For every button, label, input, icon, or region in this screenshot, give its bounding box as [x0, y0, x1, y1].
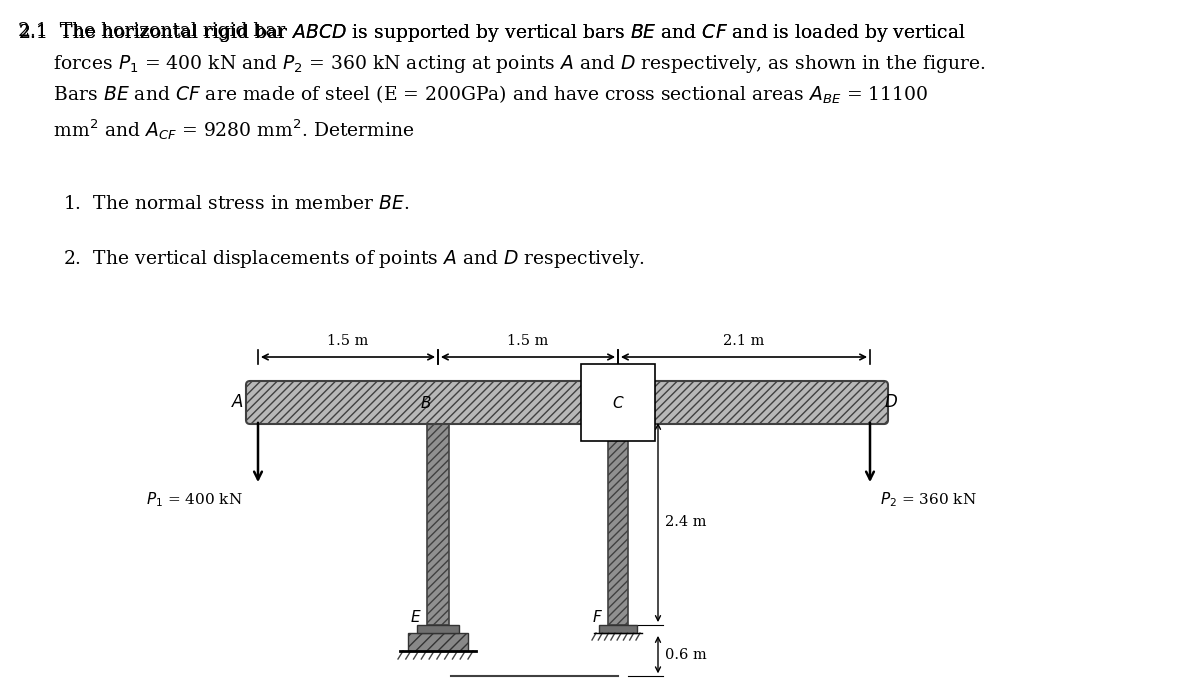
Text: 0.6 m: 0.6 m	[665, 648, 706, 661]
Text: $F$: $F$	[592, 609, 603, 625]
Text: 1.5 m: 1.5 m	[508, 334, 548, 348]
Bar	[408, 633, 468, 651]
Text: 2.4 m: 2.4 m	[665, 515, 706, 530]
Text: 1.  The normal stress in member $\mathit{BE}$.: 1. The normal stress in member $\mathit{…	[63, 195, 410, 213]
FancyBboxPatch shape	[246, 381, 888, 424]
Text: 2.1  The horizontal rigid bar $\mathit{ABCD}$ is supported by vertical bars $\ma: 2.1 The horizontal rigid bar $\mathit{AB…	[18, 22, 965, 44]
Bar	[427, 420, 449, 625]
Bar	[608, 420, 628, 625]
Text: $C$: $C$	[611, 394, 624, 410]
Text: 1.5 m: 1.5 m	[327, 334, 369, 348]
Bar	[599, 625, 637, 633]
Text: 2.1  The horizontal rigid bar $\mathit{ABCD}$ is supported by vertical bars $\ma: 2.1 The horizontal rigid bar $\mathit{AB…	[18, 22, 986, 142]
Text: 2.1  The horizontal rigid bar: 2.1 The horizontal rigid bar	[18, 22, 291, 40]
Text: $E$: $E$	[410, 609, 422, 625]
Text: $P_2$ = 360 kN: $P_2$ = 360 kN	[880, 490, 976, 509]
Text: 2.  The vertical displacements of points $\mathit{A}$ and $\mathit{D}$ respectiv: 2. The vertical displacements of points …	[63, 248, 644, 270]
Text: $A$: $A$	[231, 394, 244, 411]
Text: $D$: $D$	[883, 394, 898, 411]
Text: 2.1 m: 2.1 m	[723, 334, 765, 348]
Bar	[417, 625, 459, 633]
Text: $B$: $B$	[421, 394, 432, 410]
Text: $P_1$ = 400 kN: $P_1$ = 400 kN	[146, 490, 243, 509]
